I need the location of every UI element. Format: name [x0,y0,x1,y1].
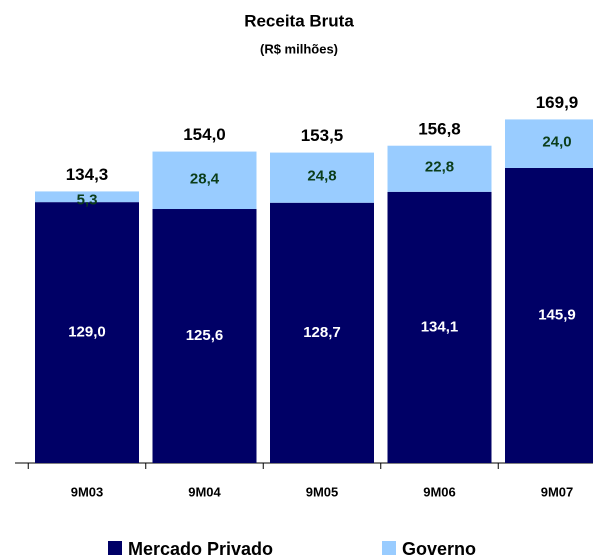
bar-segment [270,152,374,203]
legend-swatch [382,541,396,555]
bar-segment [505,119,593,168]
value-label: 134,1 [421,318,459,335]
chart-title: Receita Bruta [244,11,354,30]
bar-segment [387,145,492,192]
bar-segment [152,209,257,463]
bar-segment [387,191,492,463]
x-tick-label: 9M07 [541,484,574,499]
value-label: 22,8 [425,159,454,176]
total-label: 156,8 [418,119,461,138]
total-label: 134,3 [66,165,109,184]
total-label: 154,0 [183,125,226,144]
x-tick-label: 9M06 [423,484,456,499]
bar-segment [270,202,374,464]
x-tick-label: 9M03 [71,484,104,499]
legend-label: Governo [402,539,476,559]
bar-segment [152,151,257,210]
value-label: 24,0 [542,134,571,151]
bar-segment [35,191,139,203]
bar-segment [505,167,593,464]
legend-label: Mercado Privado [128,539,273,559]
chart-subtitle: (R$ milhões) [260,41,338,56]
value-label: 125,6 [186,327,224,344]
value-label: 28,4 [190,170,220,187]
value-label: 129,0 [68,324,106,341]
x-tick-label: 9M04 [188,484,221,499]
x-tick-label: 9M05 [306,484,339,499]
value-label: 24,8 [307,168,336,185]
total-label: 169,9 [536,93,579,112]
value-label: 128,7 [303,324,341,341]
value-label: 5,3 [77,191,98,208]
bar-segment [35,202,139,463]
value-label: 145,9 [538,306,576,323]
legend-swatch [108,541,122,555]
total-label: 153,5 [301,126,344,145]
